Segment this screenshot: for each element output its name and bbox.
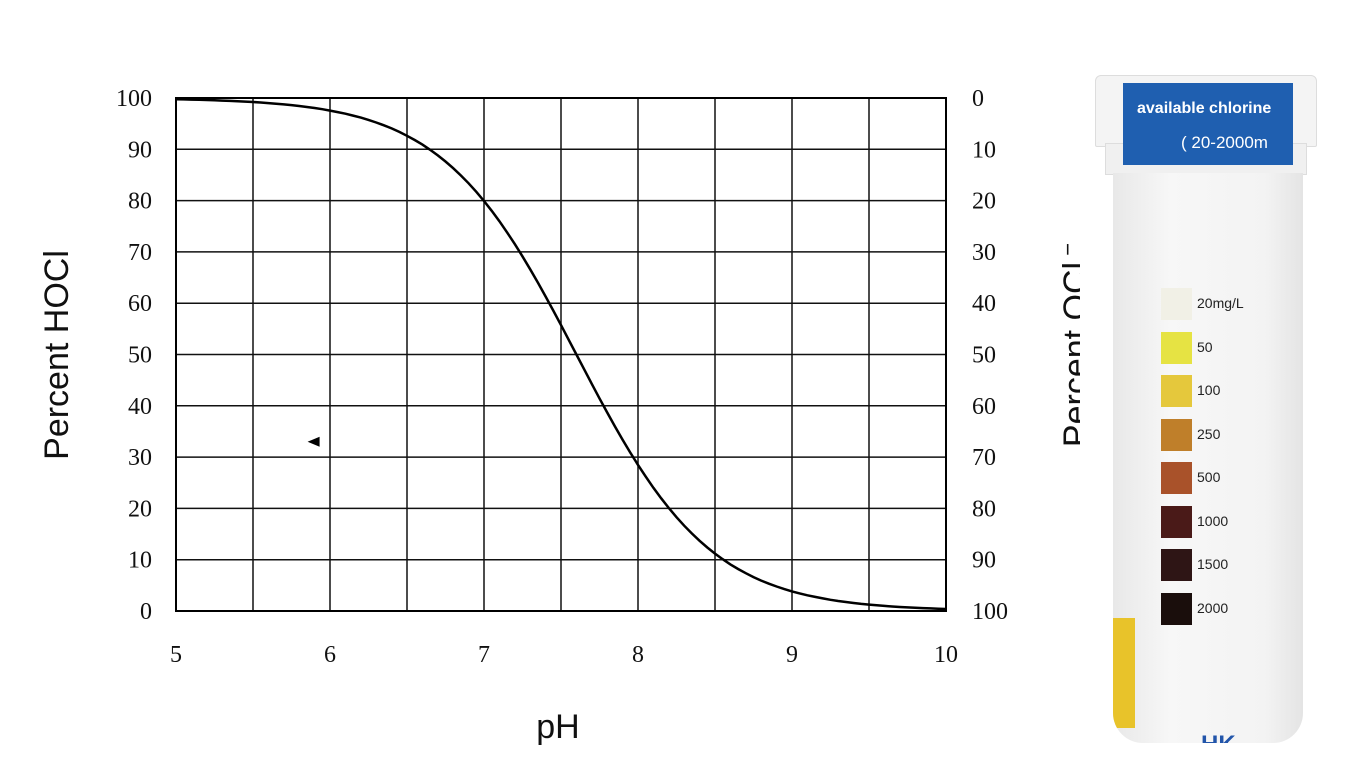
swatch-label: 20mg/L [1197, 295, 1244, 311]
y-tick-label: 0 [140, 599, 152, 625]
x-tick-label: 9 [786, 642, 798, 668]
swatch-label: 500 [1197, 469, 1221, 485]
y-right-tick-label: 100 [972, 599, 1008, 625]
swatch-label: 50 [1197, 338, 1213, 355]
color-swatch [1161, 462, 1192, 494]
y-axis-label: Percent HOCl [38, 250, 76, 460]
hk-logo: HK [1201, 731, 1236, 743]
y-tick-label: 100 [116, 86, 152, 112]
x-tick-label: 5 [170, 642, 182, 668]
yellow-stripe [1113, 618, 1135, 728]
swatch-label: 1000 [1197, 512, 1229, 529]
y-tick-label: 90 [128, 137, 152, 163]
color-swatch [1161, 288, 1192, 320]
color-swatch [1161, 549, 1192, 581]
swatch-label: 100 [1197, 382, 1221, 398]
y-tick-label: 60 [128, 291, 152, 317]
y-right-tick-label: 0 [972, 86, 984, 112]
color-swatch [1161, 331, 1192, 364]
hocl-ph-chart: 0102030405060708090100100908070605040302… [38, 86, 1080, 746]
y-right-tick-label: 70 [972, 445, 996, 471]
y-tick-label: 70 [128, 240, 152, 266]
color-swatch [1161, 375, 1192, 407]
arrow-marker [307, 436, 320, 447]
y-right-tick-label: 80 [972, 496, 996, 522]
superscript-minus: − [1055, 243, 1080, 262]
hocl-curve [175, 98, 947, 611]
y-tick-label: 40 [128, 394, 152, 420]
x-axis-label: pH [536, 708, 579, 746]
y-tick-label: 80 [128, 189, 152, 215]
test-strip-tube: 20mg/L 50 100 250 500 1000 1500 2000 HK availab… [1095, 75, 1317, 745]
color-swatch [1161, 418, 1192, 451]
y-right-tick-label: 50 [972, 343, 996, 369]
x-tick-label: 7 [478, 642, 490, 668]
x-tick-label: 8 [632, 642, 644, 668]
y-right-tick-label: 20 [972, 189, 996, 215]
y-tick-label: 30 [128, 445, 152, 471]
x-tick-label: 10 [934, 642, 958, 668]
color-swatch [1161, 505, 1192, 538]
y-right-tick-label: 10 [972, 137, 996, 163]
y-axis-right-label: Percent OCl − [1055, 243, 1080, 447]
tube-body: 20mg/L 50 100 250 500 1000 1500 2000 HK [1113, 173, 1303, 743]
y-right-tick-label: 40 [972, 291, 996, 317]
product-range: ( 20-2000m [1181, 133, 1268, 152]
plot-frame [175, 97, 947, 612]
swatch-label: 1500 [1197, 556, 1229, 572]
color-swatch [1161, 592, 1192, 625]
swatch-label: 250 [1197, 425, 1221, 442]
y-tick-label: 20 [128, 496, 152, 522]
label-band: available chlorine ( 20-2000m [1123, 83, 1293, 165]
y-tick-label: 50 [128, 343, 152, 369]
product-title: available chlorine [1137, 100, 1272, 117]
x-tick-label: 6 [324, 642, 336, 668]
y-right-tick-label: 30 [972, 240, 996, 266]
y-right-tick-label: 90 [972, 548, 996, 574]
y-right-tick-label: 60 [972, 394, 996, 420]
y-tick-label: 10 [128, 548, 152, 574]
swatch-label: 2000 [1197, 599, 1229, 616]
